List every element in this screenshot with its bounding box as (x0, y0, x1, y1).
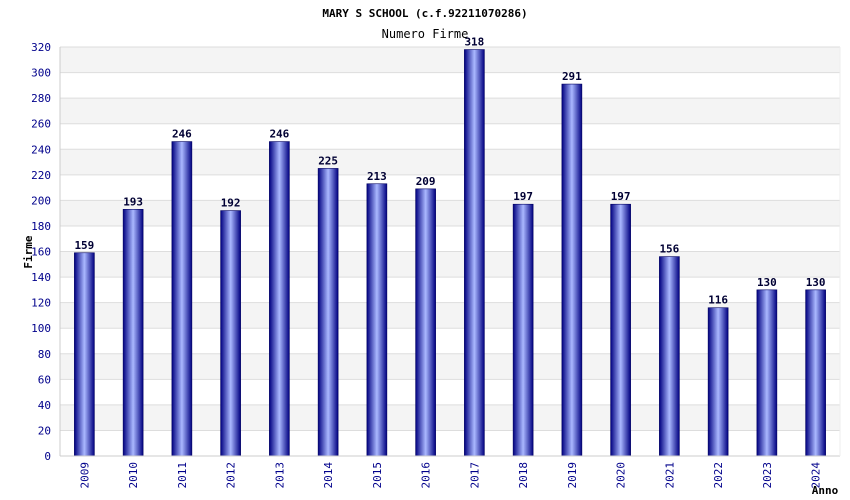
bar (707, 307, 729, 457)
x-axis-label: Anno (812, 484, 839, 497)
bar-value-label: 291 (562, 70, 582, 83)
x-tick-labels: 2009 2010 2011 2012 2013 2014 2015 2016 2017 2018… (78, 462, 822, 489)
bar-value-label: 116 (708, 294, 728, 307)
bar-value-label: 197 (611, 190, 631, 203)
bar (610, 203, 631, 457)
y-tick-label: 60 (38, 373, 51, 386)
x-tick-label: 2024 (810, 462, 823, 489)
bar (415, 188, 436, 457)
y-tick-label: 100 (31, 322, 51, 335)
bar-value-label: 156 (659, 243, 679, 256)
bar-value-label: 213 (367, 170, 387, 183)
bar (269, 141, 290, 457)
bar (805, 289, 826, 457)
y-tick-label: 0 (44, 450, 51, 463)
x-tick-label: 2023 (761, 462, 774, 489)
y-tick-label: 240 (31, 143, 51, 156)
x-tick-label: 2016 (420, 462, 433, 489)
bar (512, 203, 534, 457)
bars (74, 49, 826, 457)
bar (317, 168, 339, 457)
y-tick-label: 300 (31, 67, 51, 80)
bar (659, 256, 680, 457)
bar-value-label: 246 (269, 128, 289, 141)
grid-band (60, 98, 840, 124)
x-tick-label: 2013 (273, 462, 286, 489)
y-tick-label: 20 (38, 424, 51, 437)
x-tick-label: 2014 (322, 462, 335, 489)
bar-value-label: 130 (806, 276, 826, 289)
axes (59, 47, 841, 457)
y-tick-label: 140 (31, 271, 51, 284)
y-tick-label: 40 (38, 399, 51, 412)
x-tick-label: 2018 (517, 462, 530, 489)
y-tick-label: 160 (31, 246, 51, 259)
chart-subtitle: Numero Firme (382, 27, 469, 41)
bar-labels: 159 193 246 192 246 225 213 209 318 197 291 197 156 1… (74, 36, 825, 307)
bar-value-label: 197 (513, 190, 533, 203)
y-tick-label: 280 (31, 92, 51, 105)
bar-value-label: 209 (416, 175, 436, 188)
y-tick-label: 80 (38, 348, 51, 361)
x-tick-label: 2019 (566, 462, 579, 489)
y-tick-label: 320 (31, 41, 51, 54)
bar-value-label: 193 (123, 195, 143, 208)
y-tick-label: 260 (31, 118, 51, 131)
x-tick-label: 2021 (663, 462, 676, 489)
bar (464, 49, 485, 457)
x-tick-label: 2022 (712, 462, 725, 489)
x-tick-label: 2012 (225, 462, 238, 489)
x-tick-label: 2011 (176, 462, 189, 489)
bar-value-label: 192 (221, 197, 241, 210)
bar (561, 83, 583, 457)
grid-band (60, 47, 840, 73)
bar (171, 141, 193, 457)
y-tick-label: 120 (31, 297, 51, 310)
x-tick-label: 2015 (371, 462, 384, 489)
x-tick-label: 2020 (615, 462, 628, 489)
y-tick-label: 180 (31, 220, 51, 233)
bar (366, 183, 388, 457)
bar (74, 252, 95, 457)
x-tick-label: 2017 (468, 462, 481, 489)
y-tick-label: 200 (31, 194, 51, 207)
bar-value-label: 130 (757, 276, 777, 289)
bar-value-label: 246 (172, 128, 192, 141)
bar-value-label: 318 (464, 36, 484, 49)
bar (220, 210, 241, 457)
chart-title: MARY S SCHOOL (c.f.92211070286) (322, 7, 527, 20)
bar-value-label: 225 (318, 154, 338, 167)
bar (756, 289, 778, 457)
bar-value-label: 159 (74, 239, 94, 252)
x-tick-label: 2010 (127, 462, 140, 489)
y-tick-label: 220 (31, 169, 51, 182)
bar (122, 209, 144, 457)
y-tick-labels: 0 20 40 60 80 100 120 140 160 180 200 220 240 260 280 3… (31, 41, 51, 463)
x-tick-label: 2009 (78, 462, 91, 489)
y-axis-label: Firme (22, 235, 35, 268)
